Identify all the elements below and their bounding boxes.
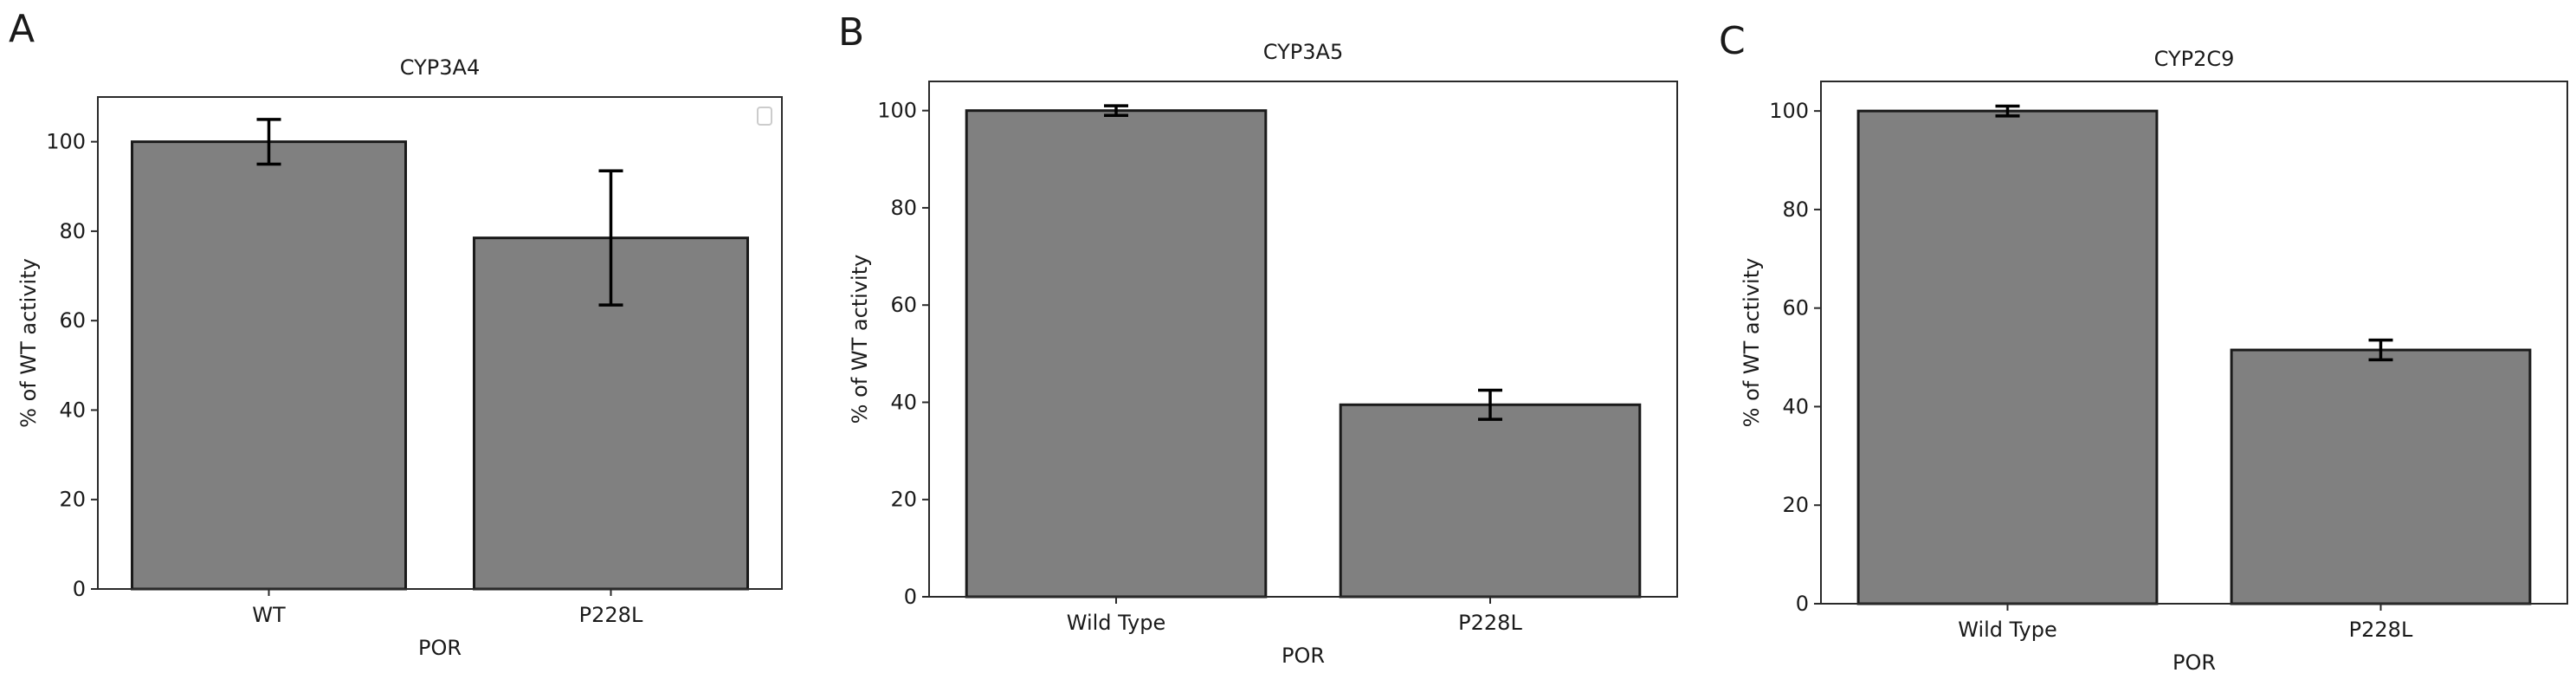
y-tick-label: 20 — [1782, 493, 1809, 517]
y-tick-label: 0 — [73, 577, 86, 601]
chart-panel-b: B CYP3A5 0 20 40 60 80 100 Wild Type P228L POR % of… — [838, 10, 1678, 668]
x-axis-label: POR — [418, 636, 462, 660]
plot-frame — [1820, 81, 2568, 605]
plot-frame — [97, 96, 783, 590]
bar-wild-type — [965, 109, 1268, 599]
bar-p228l — [1339, 403, 1642, 599]
x-tick-label: Wild Type — [1958, 618, 2057, 642]
y-axis-label: % of WT activity — [848, 255, 872, 424]
y-tick-label: 80 — [890, 196, 917, 220]
x-tick-label: P228L — [579, 603, 643, 627]
bar-wild-type — [1856, 109, 2159, 605]
x-tick-label: P228L — [1458, 611, 1522, 635]
bar-p228l — [2230, 348, 2532, 605]
bar-wt — [131, 140, 407, 591]
panel-letter: A — [9, 7, 35, 51]
x-axis-label: POR — [1282, 644, 1325, 668]
y-tick-label: 100 — [46, 130, 86, 154]
y-tick-label: 40 — [59, 398, 86, 422]
chart-panel-a: A CYP3A4 0 20 40 60 80 100 WT P228L POR % of WT act… — [9, 7, 783, 660]
x-axis-label: POR — [2172, 650, 2216, 675]
panel-letter: C — [1719, 19, 1746, 63]
y-tick-label: 60 — [1782, 296, 1809, 320]
plot-frame — [928, 81, 1678, 598]
y-tick-label: 40 — [1782, 394, 1809, 418]
x-tick-label: P228L — [2349, 618, 2413, 642]
x-tick-label: Wild Type — [1067, 611, 1166, 635]
y-axis-label: % of WT activity — [1740, 258, 1764, 428]
y-tick-label: 100 — [1769, 99, 1809, 123]
x-tick-label: WT — [252, 603, 286, 627]
y-tick-label: 20 — [59, 488, 86, 512]
chart-panel-c: C CYP2C9 0 20 40 60 80 100 Wild Type P228L POR % of… — [1719, 19, 2568, 675]
y-tick-label: 60 — [59, 308, 86, 333]
chart-title: CYP3A4 — [400, 55, 480, 80]
y-tick-label: 100 — [877, 99, 917, 123]
panel-letter: B — [838, 10, 864, 55]
y-tick-label: 0 — [1796, 592, 1809, 616]
chart-title: CYP3A5 — [1263, 40, 1343, 64]
y-tick-label: 0 — [904, 585, 917, 609]
y-tick-label: 40 — [890, 390, 917, 414]
y-tick-label: 80 — [1782, 197, 1809, 222]
y-axis-label: % of WT activity — [16, 258, 41, 428]
chart-title: CYP2C9 — [2154, 47, 2235, 71]
legend-box — [757, 107, 772, 126]
y-tick-label: 80 — [59, 219, 86, 243]
y-tick-label: 20 — [890, 488, 917, 512]
y-tick-label: 60 — [890, 293, 917, 317]
